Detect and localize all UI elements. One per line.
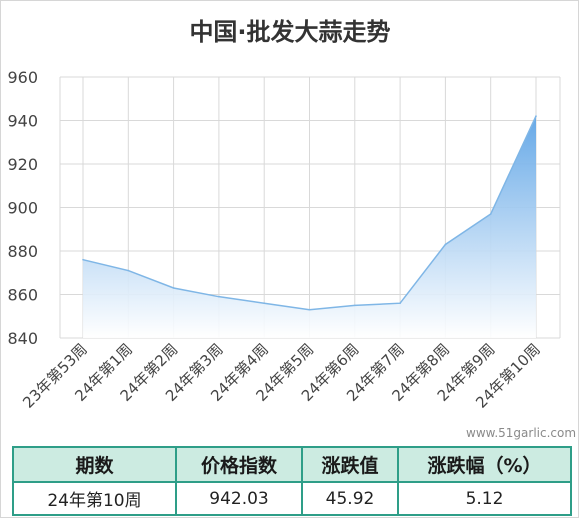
y-tick-label: 860 [7,286,38,305]
summary-data-row: 24年第10周 942.03 45.92 5.12 [12,481,572,516]
header-period: 期数 [12,446,177,483]
area-series [82,115,537,338]
cell-price-index: 942.03 [175,481,303,516]
cell-change-value: 45.92 [301,481,399,516]
data-point [444,243,447,246]
data-point [399,302,401,305]
chart-canvas: 中国·批发大蒜走势 840 860 880 900 920 940 960 23年第53周2… [7,18,561,412]
header-change-percent: 涨跌幅（%） [397,446,572,483]
data-point [172,287,175,289]
data-point [489,213,492,215]
x-axis: 23年第53周24年第1周24年第2周24年第3周24年第4周24年第5周24年… [19,340,544,412]
y-tick-label: 940 [7,112,38,131]
y-axis: 840 860 880 900 920 940 960 [7,68,38,348]
y-tick-label: 920 [7,155,38,174]
data-point [263,302,266,305]
header-price-index: 价格指数 [175,446,303,483]
chart-title: 中国·批发大蒜走势 [189,18,390,46]
data-point [535,115,537,117]
y-tick-label: 840 [7,329,38,348]
summary-table: 期数 价格指数 涨跌值 涨跌幅（%） 24年第10周 942.03 45.92 … [12,446,572,516]
data-point [82,258,84,261]
cell-period: 24年第10周 [12,481,177,516]
header-change-value: 涨跌值 [301,446,399,483]
y-tick-label: 880 [7,242,38,261]
cell-change-percent: 5.12 [397,481,572,516]
summary-header-row: 期数 价格指数 涨跌值 涨跌幅（%） [12,446,572,483]
data-point [127,269,130,272]
data-point [218,295,220,298]
watermark: www.51garlic.com [466,426,577,440]
data-point [354,304,356,307]
y-tick-label: 900 [7,199,38,218]
y-tick-label: 960 [7,68,38,87]
area-fill [83,116,536,338]
data-point [308,308,311,311]
